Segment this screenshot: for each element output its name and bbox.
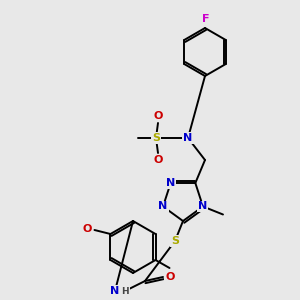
Text: O: O: [153, 155, 163, 165]
Text: O: O: [153, 111, 163, 121]
Text: N: N: [198, 202, 208, 212]
Text: S: S: [152, 133, 160, 143]
Text: N: N: [158, 202, 168, 212]
Text: O: O: [165, 272, 175, 282]
Text: N: N: [183, 133, 193, 143]
Text: F: F: [202, 14, 210, 24]
Text: N: N: [110, 286, 120, 296]
Text: O: O: [83, 224, 92, 234]
Text: H: H: [121, 286, 129, 296]
Text: N: N: [166, 178, 175, 188]
Text: S: S: [171, 236, 179, 246]
